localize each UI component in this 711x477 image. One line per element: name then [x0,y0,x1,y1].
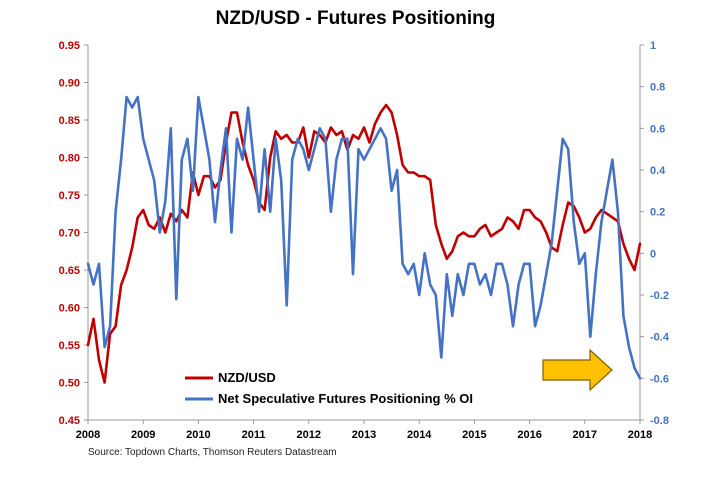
left-tick-label: 0.55 [59,340,80,352]
right-tick-label: -0.8 [650,415,669,427]
x-tick-label: 2017 [573,429,597,441]
positioning-line [86,95,642,380]
source-note: Source: Topdown Charts, Thomson Reuters … [88,447,337,458]
left-axis-ticks: 0.95 0.90 0.85 0.80 0.75 0.70 0.65 0.60 0.55 0.50… [59,40,88,427]
right-tick-label: 1 [650,40,656,52]
left-tick-label: 0.95 [59,40,80,52]
x-tick-label: 2009 [131,429,155,441]
left-tick-label: 0.45 [59,415,80,427]
left-tick-label: 0.60 [59,303,80,315]
left-tick-label: 0.65 [59,265,80,277]
x-tick-label: 2012 [297,429,321,441]
x-axis-ticks: 2008 2009 2010 2011 2012 2013 2014 2015 2016 2017… [76,420,652,441]
chart-title: NZD/USD - Futures Positioning [215,8,496,29]
right-tick-label: -0.2 [650,290,669,302]
x-tick-label: 2008 [76,429,100,441]
right-tick-label: 0.2 [650,207,665,219]
right-tick-label: 0 [650,248,656,260]
arrow-shape [542,348,613,392]
left-tick-label: 0.75 [59,190,80,202]
right-tick-label: 0.8 [650,82,665,94]
right-axis-ticks: 1 0.8 0.6 0.4 0.2 0 -0.2 -0.4 -0.6 -0.8 [640,40,670,427]
left-tick-label: 0.80 [59,153,80,165]
left-tick-label: 0.90 [59,78,80,90]
x-tick-label: 2010 [186,429,210,441]
x-tick-label: 2018 [628,429,652,441]
x-tick-label: 2014 [407,429,432,441]
legend-box [155,368,505,412]
right-tick-label: -0.6 [650,373,669,385]
legend: NZD/USD Net Speculative Futures Positioni… [155,368,505,412]
x-tick-label: 2016 [517,429,541,441]
left-tick-label: 0.85 [59,115,80,127]
legend-label: NZD/USD [218,370,276,385]
right-tick-label: 0.6 [650,123,665,135]
legend-label: Net Speculative Futures Positioning % OI [218,391,473,406]
series-lines [86,95,642,384]
left-tick-label: 0.50 [59,378,80,390]
left-tick-label: 0.70 [59,228,80,240]
right-tick-label: -0.4 [650,332,670,344]
right-tick-label: 0.4 [650,165,666,177]
x-tick-label: 2013 [352,429,376,441]
right-arrow-icon [542,348,613,392]
x-tick-label: 2015 [462,429,486,441]
x-tick-label: 2011 [242,429,266,441]
